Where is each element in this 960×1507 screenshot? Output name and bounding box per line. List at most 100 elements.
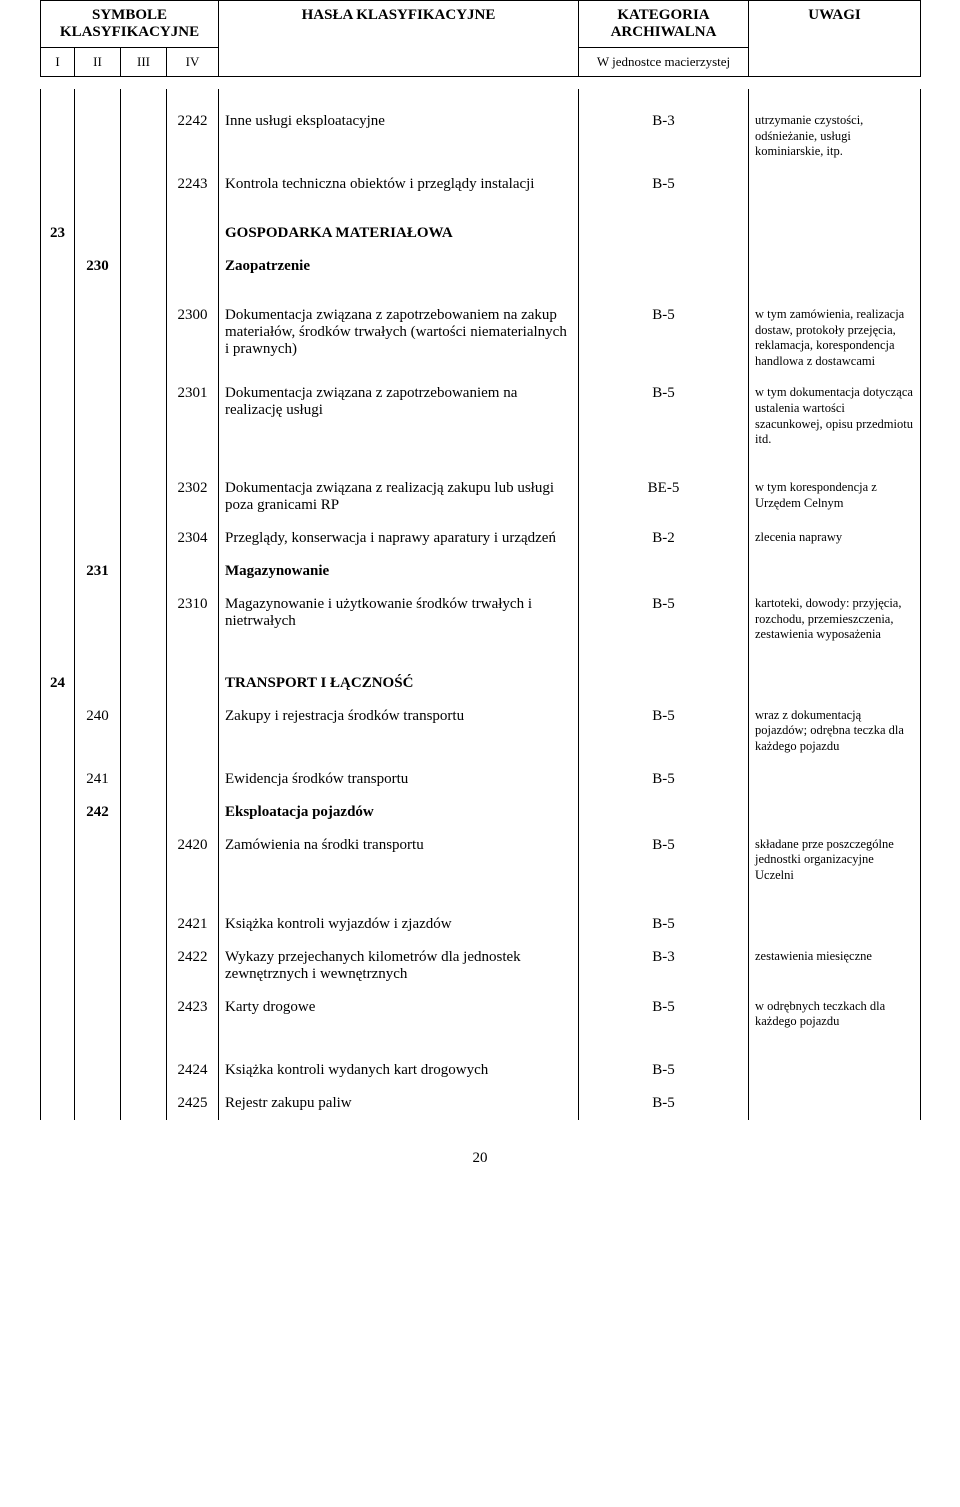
sym-iv: 2243 [167,168,219,201]
row-notes: utrzymanie czystości, odśnieżanie, usług… [749,105,921,168]
page-number: 20 [40,1150,920,1167]
row-category: B-5 [579,1054,749,1087]
table-row: 2421 Książka kontroli wyjazdów i zjazdów… [41,908,921,941]
row-title: Dokumentacja związana z zapotrzebowaniem… [219,299,579,378]
hdr-III: III [121,48,167,77]
sym-iv: 2424 [167,1054,219,1087]
sym-iv: 2425 [167,1087,219,1120]
table-row [41,201,921,217]
table-row: 2420 Zamówienia na środki transportu B-5… [41,829,921,892]
table-row: 240 Zakupy i rejestracja środków transpo… [41,700,921,763]
row-notes: w odrębnych teczkach dla każdego pojazdu [749,991,921,1038]
row-category: B-5 [579,763,749,796]
sym-iv: 2300 [167,299,219,378]
row-category: B-5 [579,168,749,201]
sym-i: 24 [41,667,75,700]
row-title: Książka kontroli wyjazdów i zjazdów [219,908,579,941]
row-title: Ewidencja środków transportu [219,763,579,796]
hdr-IV: IV [167,48,219,77]
table-row: 2302 Dokumentacja związana z realizacją … [41,472,921,522]
row-title: Przeglądy, konserwacja i naprawy aparatu… [219,522,579,555]
hdr-titles: HASŁA KLASYFIKACYJNE [219,1,579,77]
hdr-I: I [41,48,75,77]
table-row: 24 TRANSPORT I ŁĄCZNOŚĆ [41,667,921,700]
row-category: B-2 [579,522,749,555]
header-table: SYMBOLE KLASYFIKACYJNE HASŁA KLASYFIKACY… [40,0,921,77]
sym-iv: 2302 [167,472,219,522]
table-row [41,1038,921,1054]
sym-iv: 2301 [167,377,219,456]
table-row: 2301 Dokumentacja związana z zapotrzebow… [41,377,921,456]
row-notes: zestawienia miesięczne [749,941,921,991]
row-category: B-5 [579,299,749,378]
hdr-notes: UWAGI [749,1,921,77]
table-row [41,89,921,105]
row-category: B-5 [579,991,749,1038]
table-row: 2422 Wykazy przejechanych kilometrów dla… [41,941,921,991]
body-table: 2242 Inne usługi eksploatacyjne B-3 utrz… [40,89,921,1120]
row-category: B-5 [579,700,749,763]
row-category: B-5 [579,1087,749,1120]
row-title: Zaopatrzenie [219,250,579,283]
sym-iv: 2420 [167,829,219,892]
table-row: 2300 Dokumentacja związana z zapotrzebow… [41,299,921,378]
row-title: TRANSPORT I ŁĄCZNOŚĆ [219,667,579,700]
row-category: B-5 [579,829,749,892]
sym-ii: 231 [75,555,121,588]
table-row: 23 GOSPODARKA MATERIAŁOWA [41,217,921,250]
page: SYMBOLE KLASYFIKACYJNE HASŁA KLASYFIKACY… [0,0,960,1207]
sym-ii: 241 [75,763,121,796]
table-row: 2243 Kontrola techniczna obiektów i prze… [41,168,921,201]
sym-i: 23 [41,217,75,250]
row-notes: w tym dokumentacja dotycząca ustalenia w… [749,377,921,456]
table-row: 230 Zaopatrzenie [41,250,921,283]
row-notes: kartoteki, dowody: przyjęcia, rozchodu, … [749,588,921,651]
sym-iv: 2422 [167,941,219,991]
row-title: Zakupy i rejestracja środków transportu [219,700,579,763]
row-category: B-5 [579,908,749,941]
row-title: Karty drogowe [219,991,579,1038]
row-category: BE-5 [579,472,749,522]
row-notes: zlecenia naprawy [749,522,921,555]
row-category: B-5 [579,588,749,651]
row-title: Dokumentacja związana z realizacją zakup… [219,472,579,522]
sym-ii: 230 [75,250,121,283]
table-row [41,892,921,908]
row-notes: w tym korespondencja z Urzędem Celnym [749,472,921,522]
sym-ii: 242 [75,796,121,829]
table-row [41,283,921,299]
row-title: Zamówienia na środki transportu [219,829,579,892]
row-category: B-3 [579,105,749,168]
row-notes: składane prze poszczególne jednostki org… [749,829,921,892]
header-row-1: SYMBOLE KLASYFIKACYJNE HASŁA KLASYFIKACY… [41,1,921,48]
row-title: GOSPODARKA MATERIAŁOWA [219,217,579,250]
row-title: Inne usługi eksploatacyjne [219,105,579,168]
sym-iv: 2421 [167,908,219,941]
table-row: 2242 Inne usługi eksploatacyjne B-3 utrz… [41,105,921,168]
row-category: B-5 [579,377,749,456]
sym-iv: 2423 [167,991,219,1038]
row-title: Rejestr zakupu paliw [219,1087,579,1120]
table-row: 241 Ewidencja środków transportu B-5 [41,763,921,796]
table-row [41,651,921,667]
row-title: Kontrola techniczna obiektów i przeglądy… [219,168,579,201]
table-row: 2423 Karty drogowe B-5 w odrębnych teczk… [41,991,921,1038]
row-category: B-3 [579,941,749,991]
hdr-II: II [75,48,121,77]
hdr-subcategory: W jednostce macierzystej [579,48,749,77]
table-row: 2425 Rejestr zakupu paliw B-5 [41,1087,921,1120]
table-row: 2310 Magazynowanie i użytkowanie środków… [41,588,921,651]
row-title: Eksploatacja pojazdów [219,796,579,829]
hdr-symbols: SYMBOLE KLASYFIKACYJNE [41,1,219,48]
row-title: Wykazy przejechanych kilometrów dla jedn… [219,941,579,991]
sym-iv: 2242 [167,105,219,168]
hdr-category: KATEGORIA ARCHIWALNA [579,1,749,48]
row-title: Magazynowanie [219,555,579,588]
table-row: 2304 Przeglądy, konserwacja i naprawy ap… [41,522,921,555]
row-title: Książka kontroli wydanych kart drogowych [219,1054,579,1087]
sym-iv: 2310 [167,588,219,651]
sym-iv: 2304 [167,522,219,555]
row-title: Magazynowanie i użytkowanie środków trwa… [219,588,579,651]
row-notes: w tym zamówienia, realizacja dostaw, pro… [749,299,921,378]
row-title: Dokumentacja związana z zapotrzebowaniem… [219,377,579,456]
